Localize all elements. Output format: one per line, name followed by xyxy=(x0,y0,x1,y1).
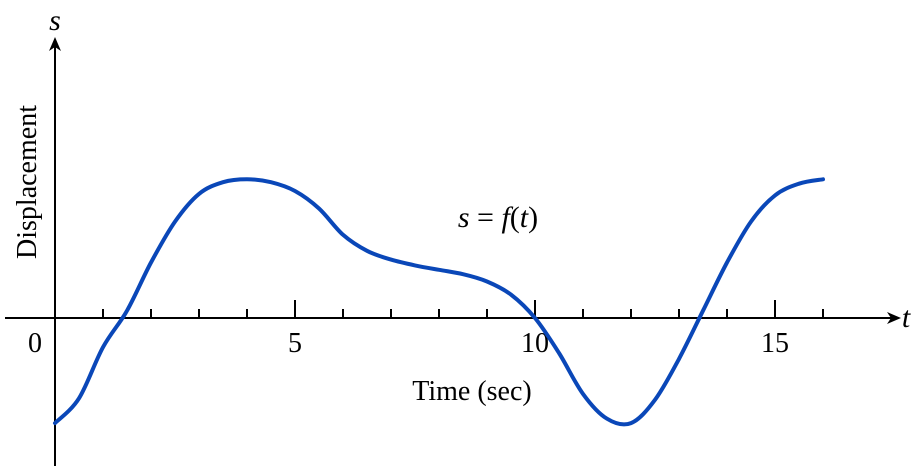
origin-label: 0 xyxy=(28,328,42,359)
annotation-open-paren: ( xyxy=(510,201,520,234)
x-tick-label: 5 xyxy=(288,328,302,359)
x-axis-tick-labels: 5 10 15 xyxy=(288,328,789,359)
y-axis-title: Displacement xyxy=(12,105,43,259)
x-tick-label: 15 xyxy=(761,328,789,359)
series-line xyxy=(53,177,825,427)
annotation-close-paren: ) xyxy=(528,201,538,234)
x-axis-symbol: t xyxy=(902,301,911,334)
annotation-s: s xyxy=(458,201,470,234)
y-axis-symbol: s xyxy=(49,4,61,37)
x-axis-ticks xyxy=(102,300,824,318)
annotation-equals: = xyxy=(470,201,502,234)
annotation-t: t xyxy=(520,201,529,234)
x-axis-title: Time (sec) xyxy=(412,376,532,407)
curve-annotation: s = f(t) xyxy=(458,201,538,234)
